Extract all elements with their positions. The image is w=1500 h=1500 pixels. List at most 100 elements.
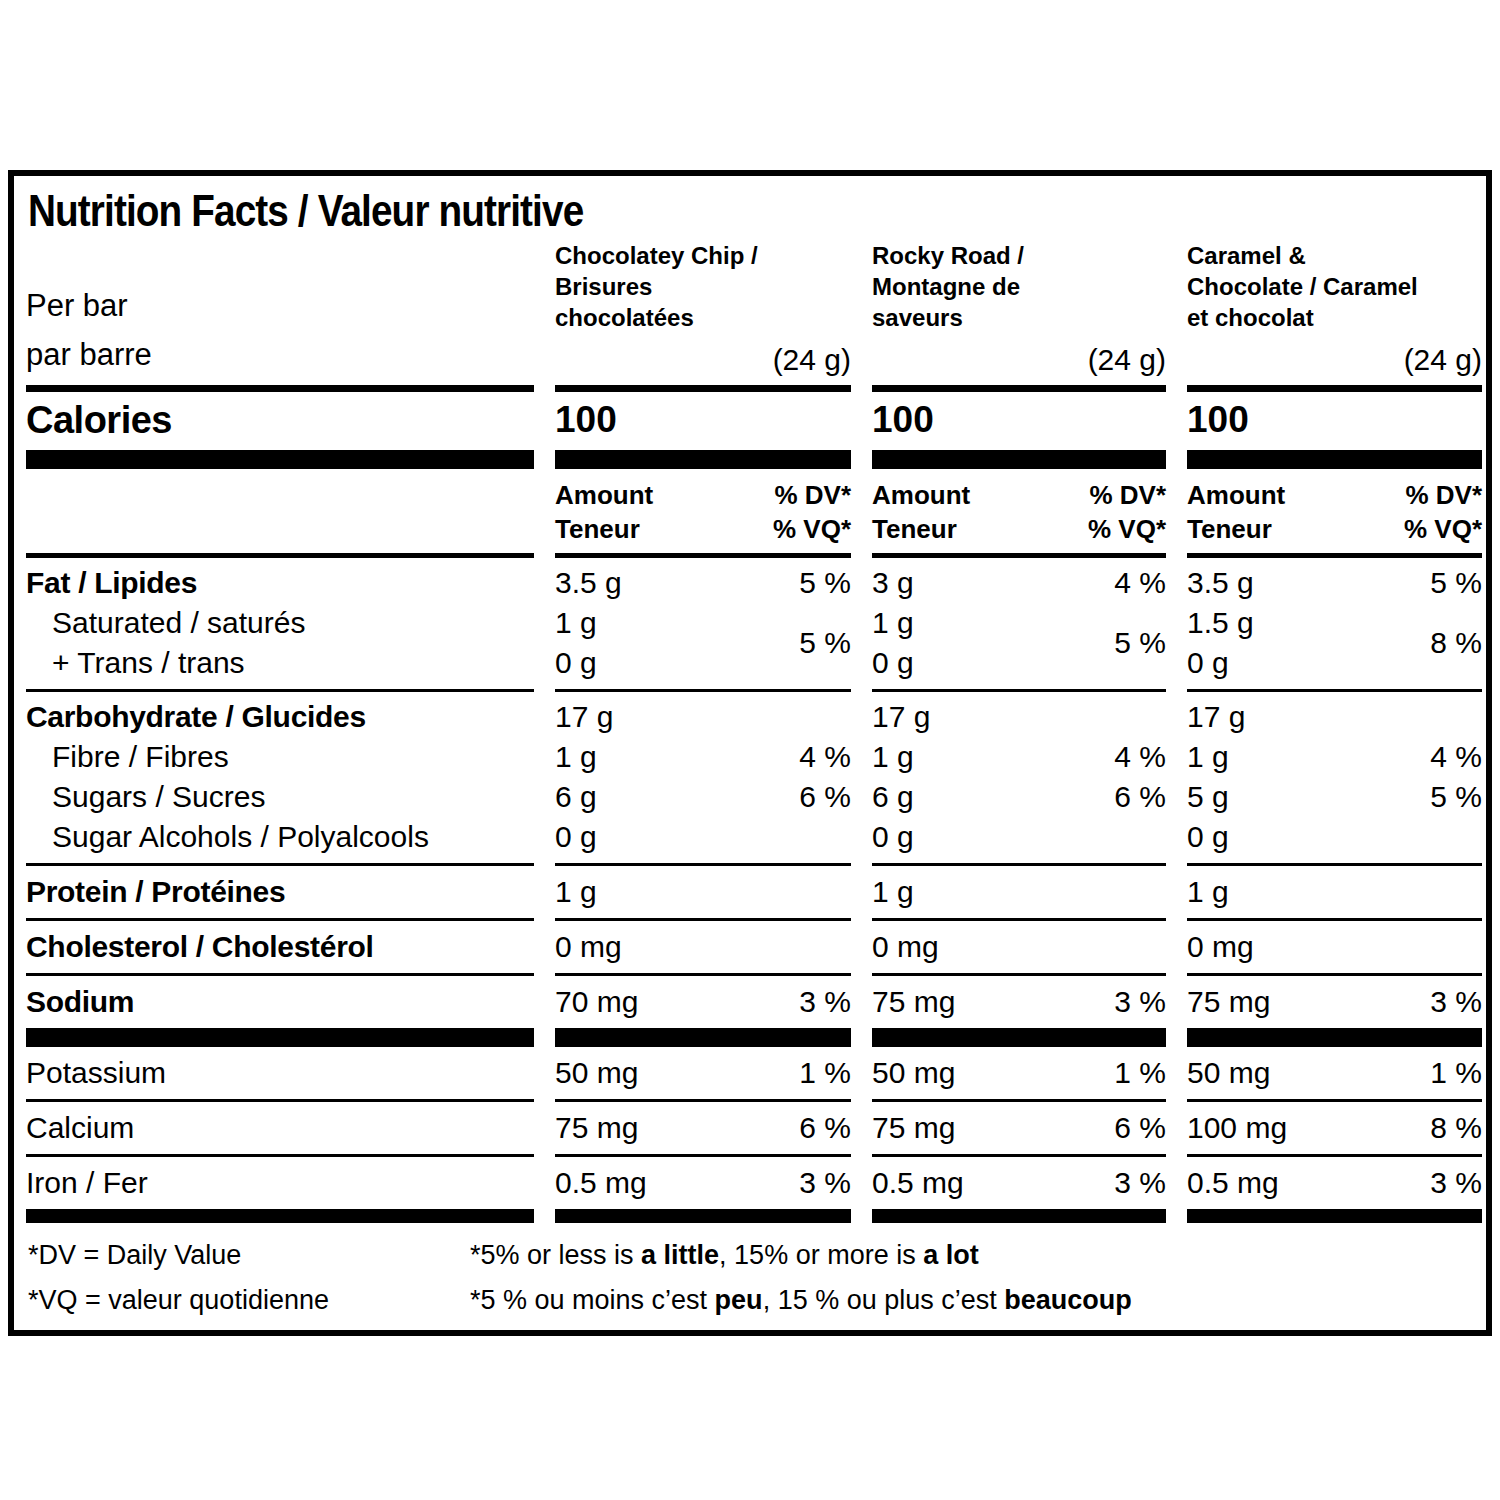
nutrient-value: 50 mg 1 % [872,1053,1166,1093]
serving-weight: (24 g) [555,341,851,379]
amount: 1 g [1187,737,1229,777]
separator-thick [26,1028,1482,1047]
flavor-name-line: Brisures [555,271,851,302]
nutrient-value: 1.5 g 0 g 8 % [1187,603,1482,683]
amount: 1.5 g [1187,603,1254,643]
amount: 3.5 g [555,563,622,603]
amount-header: Amount Teneur [872,478,970,546]
dv-label-fr: % VQ* [1088,512,1166,546]
daily-value: 5 % [799,623,851,663]
nutrient-value: 0.5 mg 3 % [872,1163,1166,1203]
rule [1187,450,1482,469]
amount: 0 mg [872,927,939,967]
amount: 50 mg [555,1053,638,1093]
nutrient-value: 0 mg [555,927,851,967]
rule [26,1028,534,1047]
row-fibre: Fibre / Fibres 1 g 4 % 1 g 4 % 1 g 4 % [26,737,1482,777]
serving-weight: (24 g) [1187,341,1482,379]
flavor-name: Chocolatey Chip / Brisures chocolatées [555,240,851,333]
daily-value: 3 % [1430,982,1482,1022]
nutrient-label: Calcium [26,1108,534,1148]
amount: 1 g [555,737,597,777]
rule [1187,1209,1482,1223]
nutrient-label: Carbohydrate / Glucides [26,697,534,737]
daily-value: 8 % [1430,1108,1482,1148]
nutrient-value: 0.5 mg 3 % [1187,1163,1482,1203]
nutrient-value: 17 g [1187,697,1482,737]
rule [555,385,851,392]
nutrient-value: 75 mg 3 % [1187,982,1482,1022]
empty-cell [26,478,534,546]
amounts: 1.5 g 0 g [1187,603,1254,683]
amount: 70 mg [555,982,638,1022]
dv-label-en: % DV* [773,478,851,512]
rule [1187,1028,1482,1047]
nutrient-value: 0.5 mg 3 % [555,1163,851,1203]
amount: 0.5 mg [1187,1163,1279,1203]
nutrient-value: 5 g 5 % [1187,777,1482,817]
rule [555,1209,851,1223]
amount: 3 g [872,563,914,603]
nutrient-value: 0 mg [872,927,1166,967]
row-fat: Fat / Lipides 3.5 g 5 % 3 g 4 % 3.5 g 5 … [26,558,1482,603]
amount: 0 mg [1187,927,1254,967]
amount: 75 mg [555,1108,638,1148]
amount: 0 mg [555,927,622,967]
amount-label-en: Amount [872,478,970,512]
flavor-name-line: chocolatées [555,302,851,333]
trans-label: + Trans / trans [26,643,534,683]
nutrient-value: 75 mg 3 % [872,982,1166,1022]
amount: 0 g [555,643,597,683]
column-header-row: Per bar par barre Chocolatey Chip / Bris… [26,240,1482,385]
dv-explanation-fr: *5 % ou moins c’est peu, 15 % ou plus c’… [470,1278,1482,1323]
nutrient-value: 50 mg 1 % [1187,1053,1482,1093]
amount: 0 g [555,817,597,857]
row-sugar-alcohols: Sugar Alcohols / Polyalcools 0 g 0 g 0 g [26,817,1482,863]
nutrient-value: 75 mg 6 % [555,1108,851,1148]
amount: 0.5 mg [555,1163,647,1203]
daily-value: 5 % [1114,623,1166,663]
amount: 0 g [1187,817,1229,857]
nutrient-value: 1 g [555,872,851,912]
amount-label-fr: Teneur [1187,512,1285,546]
amount-dv-header-row: Amount Teneur % DV* % VQ* Amount Teneur … [26,469,1482,553]
daily-value: 1 % [1430,1053,1482,1093]
row-calcium: Calcium 75 mg 6 % 75 mg 6 % 100 mg 8 % [26,1102,1482,1154]
amount: 0.5 mg [872,1163,964,1203]
flavor-name-line: et chocolat [1187,302,1482,333]
calories-value: 100 [1187,399,1482,442]
dv-header: % DV* % VQ* [773,478,851,546]
amount: 50 mg [1187,1053,1270,1093]
amount: 5 g [1187,777,1229,817]
page-title: Nutrition Facts / Valeur nutritive [28,186,1308,236]
amounts: 1 g 0 g [872,603,914,683]
rule [872,1028,1166,1047]
footnote-text: , 15 % ou plus c’est [763,1285,1005,1315]
rule [872,450,1166,469]
row-carbohydrate: Carbohydrate / Glucides 17 g 17 g 17 g [26,692,1482,737]
daily-value: 1 % [1114,1053,1166,1093]
footnote-bold: a lot [923,1240,979,1270]
dv-header: % DV* % VQ* [1404,478,1482,546]
saturated-label: Saturated / saturés [26,603,534,643]
amount: 3.5 g [1187,563,1254,603]
calories-value: 100 [555,399,851,442]
nutrient-label: Saturated / saturés + Trans / trans [26,603,534,683]
amount-label-en: Amount [555,478,653,512]
nutrient-value: 17 g [872,697,1166,737]
daily-value: 4 % [1114,563,1166,603]
amount: 1 g [872,603,914,643]
daily-value: 6 % [799,1108,851,1148]
serving-size: Per bar par barre [26,281,534,379]
nutrient-value: 6 g 6 % [872,777,1166,817]
nutrient-value: 3.5 g 5 % [1187,563,1482,603]
nutrient-value: 1 g 4 % [1187,737,1482,777]
row-sodium: Sodium 70 mg 3 % 75 mg 3 % 75 mg 3 % [26,976,1482,1028]
nutrient-value: 0 mg [1187,927,1482,967]
daily-value: 4 % [799,737,851,777]
footnote-bold: a little [641,1240,719,1270]
daily-value: 5 % [799,563,851,603]
rule [555,450,851,469]
footnote-bold: peu [715,1285,763,1315]
rule [872,1209,1166,1223]
